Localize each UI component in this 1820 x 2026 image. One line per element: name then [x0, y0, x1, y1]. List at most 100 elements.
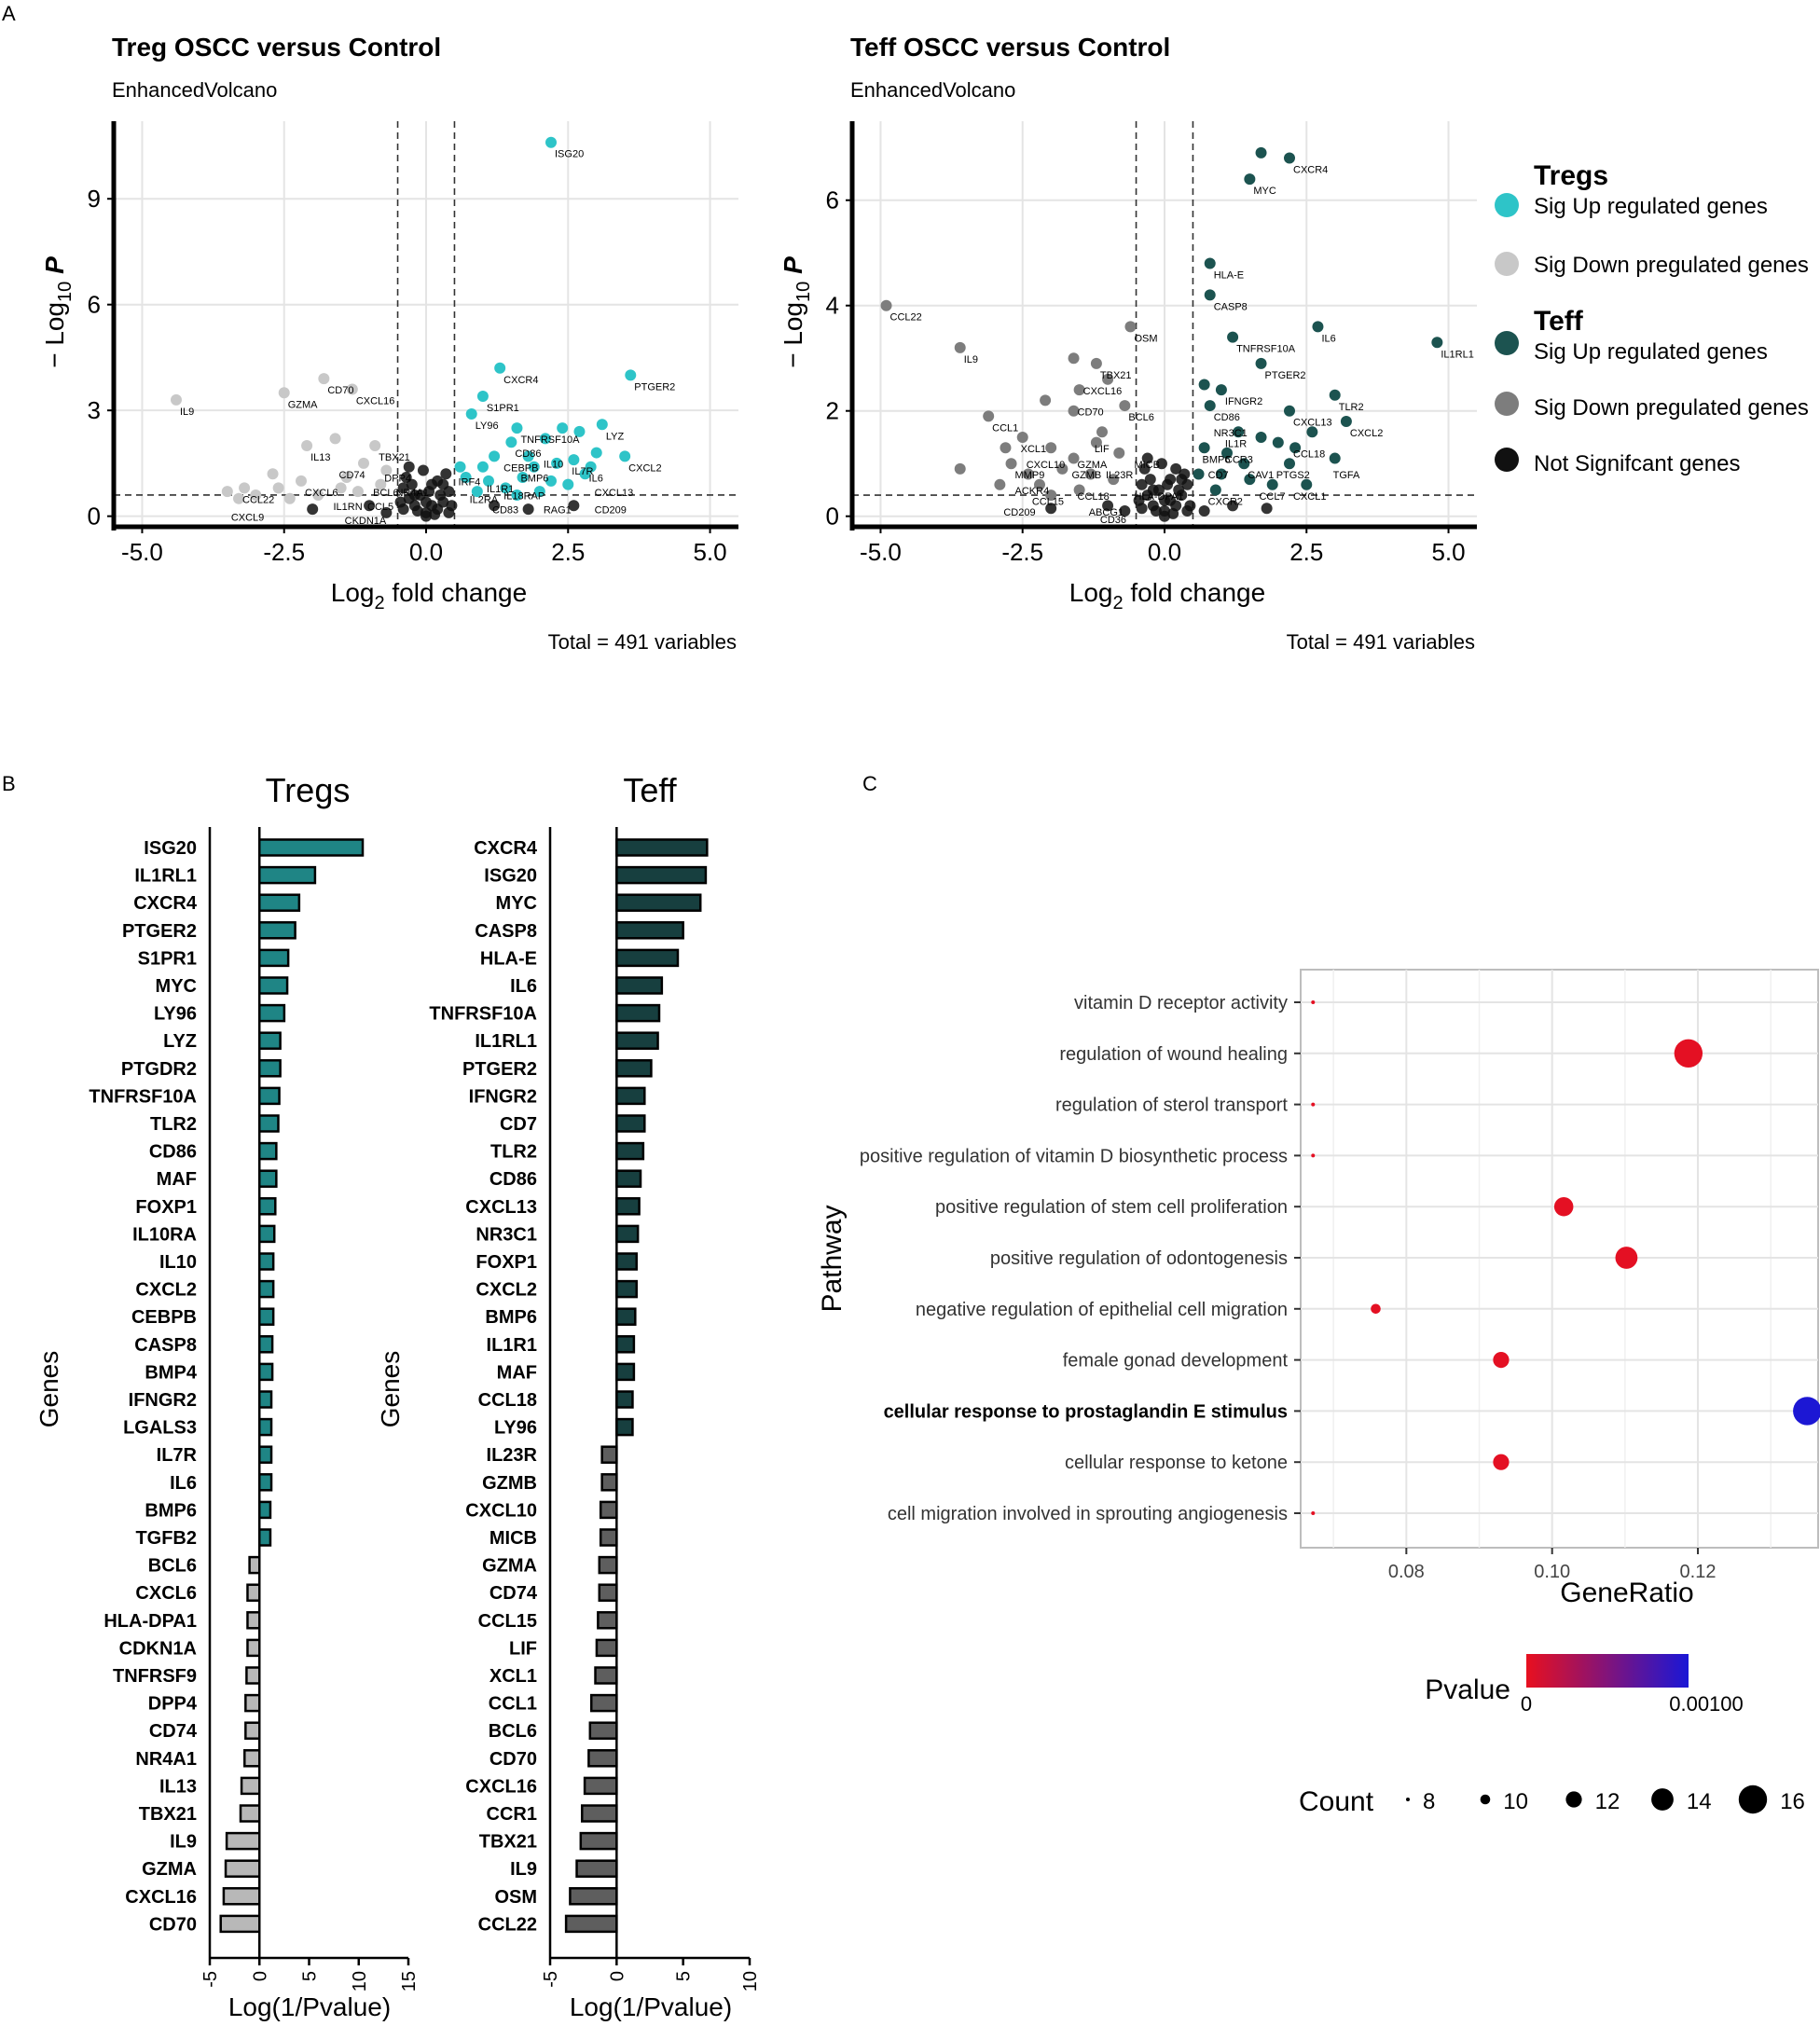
volcano-teff-point-down: [1056, 462, 1069, 475]
bar-treg-category-label: LGALS3: [123, 1418, 197, 1439]
volcano-treg-point-not-sig: [364, 500, 376, 512]
bar-treg-bar: [258, 1307, 275, 1326]
bar-teff-xlabel: Log(1/Pvalue): [570, 1992, 732, 2021]
volcano-teff-gene-label: IL1RL1: [1441, 349, 1473, 360]
bar-treg-category-label: CDKN1A: [119, 1638, 197, 1659]
volcano-treg-point-down: [296, 475, 307, 487]
bar-treg-bar: [258, 1169, 278, 1188]
volcano-teff-point-up: [1209, 484, 1221, 496]
volcano-teff-gene-label: IL9: [964, 354, 978, 365]
volcano-treg-point-up: [596, 419, 608, 431]
bar-teff-category-label: CCL1: [489, 1694, 537, 1715]
bar-treg-category-label: S1PR1: [138, 948, 197, 969]
volcano-teff-point-down: [1068, 405, 1080, 417]
bar-treg-category-label: TNFRSF10A: [89, 1086, 197, 1107]
volcano-treg-point-down: [233, 492, 244, 504]
bar-teff-xtick-label: 0: [607, 1971, 627, 1981]
volcano-teff-point-not-sig: [1198, 505, 1210, 517]
dotplot-point: [1674, 1039, 1703, 1068]
bar-teff-bar: [599, 1528, 618, 1547]
volcano-teff-gene-label: CXCL2: [1350, 428, 1383, 439]
bar-teff-bar: [600, 1473, 618, 1492]
bar-treg-bar: [225, 1831, 261, 1851]
volcano-teff-point-not-sig: [1136, 478, 1148, 490]
volcano-treg-point-up: [511, 422, 523, 434]
volcano-teff-gene-label: CXCL10: [1027, 460, 1066, 471]
volcano-treg-point-up: [500, 482, 512, 494]
volcano-teff-point-down: [1068, 352, 1080, 365]
bar-teff-bar: [615, 1307, 637, 1326]
volcano-teff-point-down: [1113, 447, 1125, 459]
pvalue-colorbar: [1526, 1654, 1689, 1688]
bar-treg-bar: [258, 893, 301, 912]
bar-teff-bar: [615, 838, 709, 857]
bar-treg-bar: [258, 1500, 272, 1520]
volcano-treg-point-not-sig: [397, 503, 409, 516]
dotplot-pathway-label: positive regulation of vitamin D biosynt…: [860, 1146, 1288, 1166]
volcano-treg-point-not-sig: [440, 468, 452, 480]
bar-treg-ylabel: Genes: [34, 1351, 63, 1428]
bar-treg-bar: [258, 1528, 272, 1547]
dotplot-point: [1493, 1352, 1510, 1369]
volcano-treg-ytick-label: 3: [88, 396, 101, 424]
bar-teff-category-label: ISG20: [484, 866, 537, 887]
count-legend: Count 8 10 12 14 16: [1299, 1785, 1805, 1817]
bar-teff-category-label: BCL6: [489, 1721, 537, 1742]
volcano-teff-point-down: [1022, 468, 1034, 480]
volcano-teff-xtick-label: 2.5: [1289, 538, 1323, 566]
dotplot-point: [1311, 1000, 1316, 1004]
volcano-treg-point-not-sig: [380, 506, 393, 518]
volcano-teff-gene-label: HLA-DPA1: [1134, 491, 1183, 503]
volcano-treg-xtick-label: 0.0: [409, 538, 443, 566]
volcano-treg-point-up: [465, 407, 477, 420]
volcano-teff-point-down: [1108, 474, 1120, 486]
bar-chart-treg: Tregs ISG20 IL1RL1 CXCR4 PTGER2 S1PR1 MYC LY96…: [34, 771, 420, 2021]
bar-treg-bar: [248, 1555, 261, 1575]
volcano-treg-gene-label: IL18RAP: [503, 491, 545, 503]
bar-teff-bar: [569, 1887, 618, 1906]
volcano-treg-ytick-label: 9: [88, 185, 101, 213]
bar-treg-bar: [258, 1059, 282, 1078]
bar-treg-category-label: TLR2: [150, 1114, 197, 1135]
bar-teff-category-label: CCR1: [487, 1804, 537, 1825]
volcano-teff-point-up: [1431, 337, 1443, 349]
dotplot-xtick-label: 0.12: [1680, 1562, 1717, 1582]
volcano-treg-point-down: [267, 468, 279, 480]
volcano-treg-point-down: [375, 478, 387, 490]
volcano-treg-gene-label: S1PR1: [487, 403, 519, 414]
volcano-treg-point-up: [579, 468, 591, 480]
bar-treg-category-label: BMP4: [145, 1362, 197, 1383]
volcano-teff-gene-label: CCL7: [1259, 491, 1285, 503]
volcano-teff-point-not-sig: [1167, 507, 1179, 519]
volcano-treg-point-up: [489, 450, 501, 462]
volcano-treg-point-up: [476, 391, 489, 403]
dotplot-point: [1553, 1196, 1574, 1217]
pvalue-legend-min: 0: [1521, 1692, 1532, 1716]
bar-treg-bar: [245, 1666, 261, 1685]
volcano-treg-point-down: [239, 482, 251, 494]
volcano-teff-gene-label: CCL18: [1078, 491, 1110, 503]
volcano-teff-gene-label: IL1R: [1225, 438, 1247, 449]
bar-treg-bar: [258, 1417, 273, 1437]
volcano-teff-gene-label: CCL22: [890, 312, 922, 324]
bar-treg-bar: [239, 1804, 261, 1823]
volcano-treg-gene-label: CD86: [515, 448, 541, 460]
volcano-teff-point-up: [1329, 389, 1341, 401]
volcano-teff-point-not-sig: [1159, 510, 1170, 522]
bar-treg-xlabel: Log(1/Pvalue): [228, 1992, 391, 2021]
bar-treg-category-label: PTGER2: [122, 921, 197, 942]
bar-treg-category-label: HLA-DPA1: [103, 1611, 197, 1632]
volcano-treg-point-up: [471, 486, 483, 498]
volcano-treg-point-down: [221, 486, 233, 498]
volcano-treg-gene-label: IL9: [180, 407, 194, 418]
bar-treg-category-label: BCL6: [148, 1556, 197, 1577]
volcano-treg-point-not-sig: [568, 500, 580, 512]
volcano-teff-gene-label: CXCL13: [1293, 418, 1332, 429]
volcano-treg-point-up: [568, 454, 580, 466]
volcano-teff-point-up: [1266, 478, 1278, 490]
bar-treg-bar: [258, 1031, 282, 1050]
bar-treg-category-label: IL6: [170, 1473, 197, 1494]
volcano-treg-gene-label: CXCL13: [595, 488, 634, 499]
volcano-treg-gene-label: IL1R1: [487, 484, 514, 495]
volcano-teff-point-down: [1000, 442, 1012, 454]
